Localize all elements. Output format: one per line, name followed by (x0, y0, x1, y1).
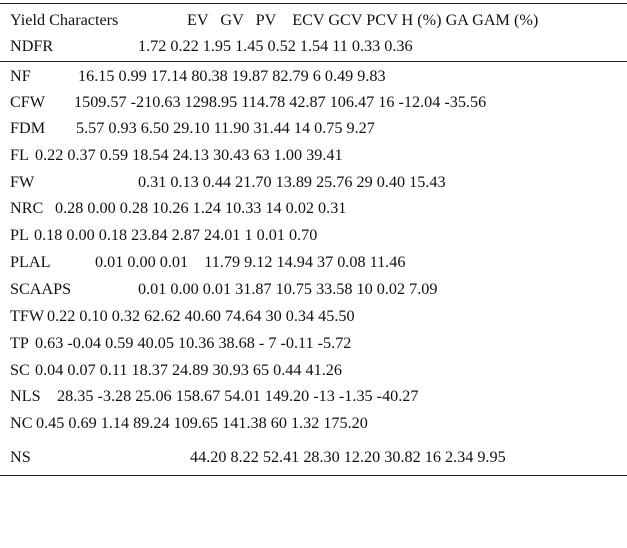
row-name: NF (10, 67, 31, 85)
row-values: 16.15 0.99 17.14 80.38 19.87 82.79 6 0.4… (78, 67, 386, 85)
row-values: 0.18 0.00 0.18 23.84 2.87 24.01 1 0.01 0… (34, 226, 318, 244)
data-table: Yield Characters EV GV PV ECV GCV PCV H … (0, 3, 627, 476)
table-row: PLAL 0.01 0.00 0.01 11.79 9.12 14.94 37 … (0, 249, 627, 275)
table-top-rule (0, 3, 627, 4)
row-values: 1509.57 -210.63 1298.95 114.78 42.87 106… (74, 93, 487, 111)
row-values: 0.22 0.37 0.59 18.54 24.13 30.43 63 1.00… (35, 146, 343, 164)
table-row: FW 0.31 0.13 0.44 21.70 13.89 25.76 29 0… (0, 169, 627, 195)
table-row: FL 0.22 0.37 0.59 18.54 24.13 30.43 63 1… (0, 142, 627, 168)
row-values: 1.72 0.22 1.95 1.45 0.52 1.54 11 0.33 0.… (138, 37, 413, 55)
table-header-row: Yield Characters EV GV PV ECV GCV PCV H … (0, 7, 627, 33)
table-row: CFW 1509.57 -210.63 1298.95 114.78 42.87… (0, 89, 627, 115)
row-name: NC (10, 414, 33, 432)
table-row: TFW 0.22 0.10 0.32 62.62 40.60 74.64 30 … (0, 303, 627, 329)
row-name: CFW (10, 93, 46, 111)
row-values: 0.01 0.00 0.01 11.79 9.12 14.94 37 0.08 … (95, 253, 406, 271)
table-bottom-rule (0, 475, 627, 476)
table-row: FDM 5.57 0.93 6.50 29.10 11.90 31.44 14 … (0, 115, 627, 141)
table-row: PL 0.18 0.00 0.18 23.84 2.87 24.01 1 0.0… (0, 222, 627, 248)
table-row: NS 44.20 8.22 52.41 28.30 12.20 30.82 16… (0, 444, 627, 470)
row-name: PL (10, 226, 29, 244)
row-values: 0.01 0.00 0.01 31.87 10.75 33.58 10 0.02… (138, 280, 438, 298)
table-row: SC 0.04 0.07 0.11 18.37 24.89 30.93 65 0… (0, 357, 627, 383)
row-name: SC (10, 361, 30, 379)
row-values: 0.45 0.69 1.14 89.24 109.65 141.38 60 1.… (36, 414, 368, 432)
row-name: SCAAPS (10, 280, 72, 298)
table-row: SCAAPS 0.01 0.00 0.01 31.87 10.75 33.58 … (0, 276, 627, 302)
row-values: 0.28 0.00 0.28 10.26 1.24 10.33 14 0.02 … (55, 199, 347, 217)
header-bottom-rule (0, 61, 627, 62)
row-name: PLAL (10, 253, 51, 271)
row-values: 44.20 8.22 52.41 28.30 12.20 30.82 16 2.… (190, 448, 506, 466)
table-row: TP 0.63 -0.04 0.59 40.05 10.36 38.68 - 7… (0, 330, 627, 356)
row-values: 0.22 0.10 0.32 62.62 40.60 74.64 30 0.34… (47, 307, 355, 325)
row-name: FL (10, 146, 29, 164)
row-values: 28.35 -3.28 25.06 158.67 54.01 149.20 -1… (57, 387, 419, 405)
table-row: NLS 28.35 -3.28 25.06 158.67 54.01 149.2… (0, 383, 627, 409)
header-columns: EV GV PV ECV GCV PCV H (%) GA GAM (%) (187, 11, 539, 29)
row-values: 0.04 0.07 0.11 18.37 24.89 30.93 65 0.44… (35, 361, 342, 379)
table-row: NF 16.15 0.99 17.14 80.38 19.87 82.79 6 … (0, 63, 627, 89)
table-row: NRC 0.28 0.00 0.28 10.26 1.24 10.33 14 0… (0, 195, 627, 221)
row-name: TP (10, 334, 29, 352)
row-name: NS (10, 448, 31, 466)
row-name: NLS (10, 387, 41, 405)
row-values: 5.57 0.93 6.50 29.10 11.90 31.44 14 0.75… (76, 119, 375, 137)
header-label: Yield Characters (10, 11, 119, 29)
table-row: NDFR 1.72 0.22 1.95 1.45 0.52 1.54 11 0.… (0, 33, 627, 59)
row-name: NRC (10, 199, 44, 217)
row-values: 0.63 -0.04 0.59 40.05 10.36 38.68 - 7 -0… (35, 334, 352, 352)
table-row: NC 0.45 0.69 1.14 89.24 109.65 141.38 60… (0, 410, 627, 436)
row-values: 0.31 0.13 0.44 21.70 13.89 25.76 29 0.40… (138, 173, 446, 191)
row-name: TFW (10, 307, 45, 325)
row-name: NDFR (10, 37, 54, 55)
row-name: FW (10, 173, 35, 191)
row-name: FDM (10, 119, 46, 137)
